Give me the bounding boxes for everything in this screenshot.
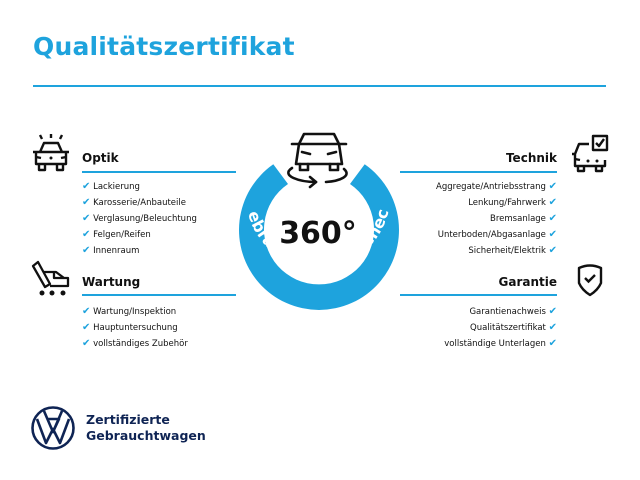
service-cart-icon	[31, 260, 70, 296]
section-heading-technik: Technik	[505, 151, 557, 165]
check-icon: ✔	[82, 338, 91, 349]
section-heading-optik: Optik	[82, 151, 119, 165]
section-divider-wartung	[82, 294, 236, 296]
garantie-list: Garantienachweis ✔ Qualitätszertifikat ✔…	[444, 304, 557, 352]
check-icon: ✔	[548, 322, 557, 333]
badge-center-text: 360°	[279, 216, 357, 251]
list-item: ✔ Lackierung	[82, 181, 140, 192]
list-item: ✔ vollständiges Zubehör	[82, 338, 188, 349]
list-item: ✔ Verglasung/Beleuchtung	[82, 213, 197, 224]
list-item: ✔ Karosserie/Anbauteile	[82, 197, 186, 208]
vw-logo	[31, 406, 75, 450]
check-icon: ✔	[82, 213, 91, 224]
list-item: vollständige Unterlagen ✔	[444, 338, 557, 349]
list-item: ✔ Hauptuntersuchung	[82, 322, 178, 333]
section-heading-garantie: Garantie	[498, 275, 558, 289]
car-checklist-icon	[572, 134, 609, 173]
section-heading-wartung: Wartung	[82, 275, 141, 289]
list-item: ✔ Wartung/Inspektion	[82, 306, 177, 317]
list-item: Sicherheit/Elektrik ✔	[468, 245, 557, 256]
check-icon: ✔	[82, 181, 91, 192]
check-icon: ✔	[548, 306, 557, 317]
car-lights-icon	[33, 134, 69, 172]
check-icon: ✔	[82, 245, 91, 256]
section-divider-technik	[400, 171, 557, 173]
title-divider	[33, 85, 606, 87]
car-rotate-icon	[287, 132, 348, 189]
wartung-list: ✔ Wartung/Inspektion ✔ Hauptuntersuchung…	[82, 304, 188, 352]
list-item: Bremsanlage ✔	[490, 213, 557, 224]
check-icon: ✔	[548, 181, 557, 192]
list-item: Aggregate/Antriebsstrang ✔	[436, 181, 557, 192]
list-item: Unterboden/Abgasanlage ✔	[437, 229, 557, 240]
360-check-badge: Gebrauchtwagen-Check 360°	[220, 120, 399, 310]
check-icon: ✔	[548, 197, 557, 208]
logo-line-1: Zertifizierte	[86, 412, 170, 427]
check-icon: ✔	[548, 338, 557, 349]
list-item: Garantienachweis ✔	[469, 306, 557, 317]
check-icon: ✔	[82, 306, 91, 317]
logo-line-2: Gebrauchtwagen	[86, 428, 206, 443]
list-item: Lenkung/Fahrwerk ✔	[468, 197, 557, 208]
list-item: Qualitätszertifikat ✔	[470, 322, 557, 333]
section-divider-optik	[82, 171, 236, 173]
check-icon: ✔	[548, 229, 557, 240]
list-item: ✔ Felgen/Reifen	[82, 229, 151, 240]
logo-text: Zertifizierte Gebrauchtwagen	[86, 412, 206, 444]
check-icon: ✔	[548, 213, 557, 224]
check-icon: ✔	[82, 322, 91, 333]
badge-ring	[239, 164, 399, 310]
page-title: Qualitätszertifikat	[33, 32, 295, 61]
check-icon: ✔	[82, 229, 91, 240]
section-divider-garantie	[400, 294, 557, 296]
check-icon: ✔	[82, 197, 91, 208]
check-icon: ✔	[548, 245, 557, 256]
technik-list: Aggregate/Antriebsstrang ✔ Lenkung/Fahrw…	[436, 179, 557, 259]
optik-list: ✔ Lackierung ✔ Karosserie/Anbauteile ✔ V…	[82, 179, 197, 259]
list-item: ✔ Innenraum	[82, 245, 140, 256]
shield-check-icon	[577, 264, 603, 297]
